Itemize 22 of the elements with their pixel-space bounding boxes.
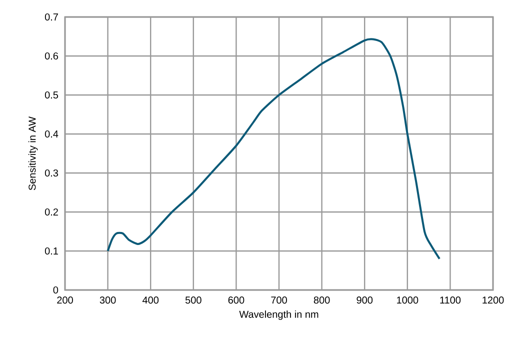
y-tick-label: 0.1 xyxy=(44,247,58,255)
x-tick-label: 300 xyxy=(100,296,116,304)
line-series xyxy=(106,38,441,260)
y-tick-label: 0.6 xyxy=(44,52,58,60)
x-tick-label: 800 xyxy=(314,296,330,304)
y-tick-label: 0 xyxy=(53,286,58,294)
y-tick-label: 0.4 xyxy=(44,130,58,138)
x-tick-label: 500 xyxy=(185,296,202,304)
x-tick-label: 900 xyxy=(356,296,373,304)
x-tick-label: 1000 xyxy=(397,296,418,304)
x-tick-label: 700 xyxy=(271,296,287,304)
y-tick-label: 0.3 xyxy=(44,169,58,177)
x-tick-label: 600 xyxy=(228,296,244,304)
x-tick-label: 400 xyxy=(142,296,159,304)
x-tick-label: 1100 xyxy=(440,296,461,304)
y-tick-label: 0.2 xyxy=(44,208,58,216)
y-tick-label: 0.7 xyxy=(44,13,58,21)
y-axis-title: Sensitivity in AW xyxy=(28,116,38,190)
x-tick-label: 1200 xyxy=(482,296,504,304)
y-tick-label: 0.5 xyxy=(44,91,58,99)
x-tick-label: 200 xyxy=(57,296,73,304)
x-axis-title: Wavelength in nm xyxy=(239,310,318,320)
